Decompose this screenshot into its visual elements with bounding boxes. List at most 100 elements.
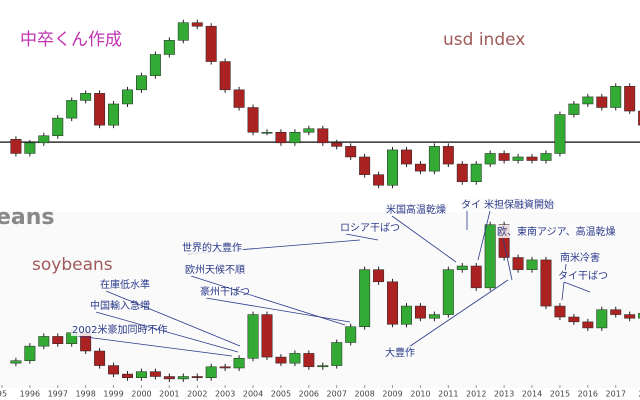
chart-title: usd index	[443, 30, 525, 50]
candle	[359, 156, 371, 175]
leader-line	[563, 281, 591, 293]
candle	[94, 350, 106, 366]
candle	[135, 75, 147, 91]
annotation: タイ干ばつ	[558, 270, 608, 282]
leader-line	[105, 290, 241, 347]
leader-line	[502, 237, 513, 281]
leader-line	[477, 210, 491, 261]
candle	[108, 365, 120, 375]
candle	[554, 114, 566, 154]
candle	[219, 366, 231, 369]
leader-line	[190, 275, 346, 326]
annotation: 大豊作	[385, 346, 415, 359]
candle	[205, 366, 217, 378]
annotation-bg	[559, 251, 601, 264]
candle	[275, 356, 287, 364]
candle	[484, 153, 496, 165]
candle	[610, 86, 622, 108]
annotation: 米国高温乾燥	[386, 203, 446, 216]
candle	[387, 281, 399, 325]
candle	[163, 376, 175, 380]
candle	[401, 305, 412, 325]
candle	[401, 149, 412, 165]
leader-line	[345, 233, 379, 241]
candle	[303, 128, 315, 133]
candle	[442, 146, 454, 165]
candle	[108, 103, 120, 126]
candle	[317, 365, 329, 368]
candle	[526, 259, 538, 270]
candle	[624, 314, 636, 319]
annotation: 中国輸入急増	[90, 299, 150, 312]
x-tick-label: 2013	[494, 390, 514, 399]
annotation: 欧州天候不順	[185, 263, 245, 276]
candle	[191, 376, 203, 378]
chart-title: soybeans	[32, 255, 113, 275]
candle	[512, 156, 524, 161]
x-tick-label: 2005	[271, 390, 291, 399]
candle	[38, 336, 50, 347]
annotation-bg	[496, 225, 617, 238]
candle	[512, 257, 524, 270]
annotation-bg	[384, 346, 416, 359]
candle	[24, 142, 36, 154]
candle	[122, 373, 133, 378]
candle	[122, 89, 133, 105]
candle	[414, 305, 426, 319]
candle	[289, 131, 301, 144]
candle	[596, 309, 608, 329]
candle	[540, 259, 552, 307]
candle	[303, 353, 315, 368]
candle	[470, 265, 482, 289]
leader-line	[391, 215, 457, 263]
candle	[414, 163, 426, 172]
leader-line	[205, 297, 351, 323]
x-tick-label: 2003	[215, 390, 235, 399]
author: 中卒くん作成	[20, 30, 122, 50]
candle	[345, 326, 357, 343]
candle	[135, 371, 147, 378]
candle	[317, 128, 329, 144]
candle	[331, 342, 343, 366]
annotation: 2002米豪加同時不作	[72, 323, 167, 336]
candle	[610, 309, 622, 315]
candle	[582, 96, 594, 105]
annotation-bg	[385, 203, 447, 216]
x-tick-label: 2000	[131, 390, 151, 399]
candle	[80, 93, 92, 101]
candle	[66, 100, 78, 119]
x-tick-label: 2012	[466, 390, 486, 399]
annotation: 米担保融資開始	[484, 198, 554, 211]
candle	[540, 153, 552, 161]
candle	[582, 321, 594, 329]
candle	[624, 86, 636, 112]
candle	[428, 314, 440, 319]
x-tick-label: 2017	[606, 390, 626, 399]
x-tick-label: 2004	[243, 390, 263, 399]
annotation: ロシア干ばつ	[340, 222, 400, 234]
candle	[233, 358, 245, 369]
x-tick-label: 1999	[103, 390, 123, 399]
candle	[456, 265, 468, 270]
candle	[359, 269, 371, 327]
x-tick-label: 2002	[187, 390, 207, 399]
candle	[247, 314, 259, 359]
candle	[373, 269, 385, 283]
annotation-bg	[339, 222, 401, 234]
candle	[10, 360, 22, 364]
candle	[289, 353, 301, 364]
x-tick-label: 2006	[299, 390, 319, 399]
candle	[526, 156, 538, 161]
x-tick-label: 2007	[327, 390, 347, 399]
candle	[428, 146, 440, 172]
x-tick-label: 1996	[20, 390, 40, 399]
x-tick-label: 2014	[522, 390, 542, 399]
candle	[177, 376, 189, 380]
candle	[568, 316, 580, 323]
candle	[52, 117, 64, 137]
candle	[94, 93, 106, 126]
x-tick-label: 2016	[578, 390, 598, 399]
annotation-bg	[199, 285, 251, 298]
annotation: 豪州干ばつ	[200, 285, 250, 298]
candle	[205, 25, 217, 62]
